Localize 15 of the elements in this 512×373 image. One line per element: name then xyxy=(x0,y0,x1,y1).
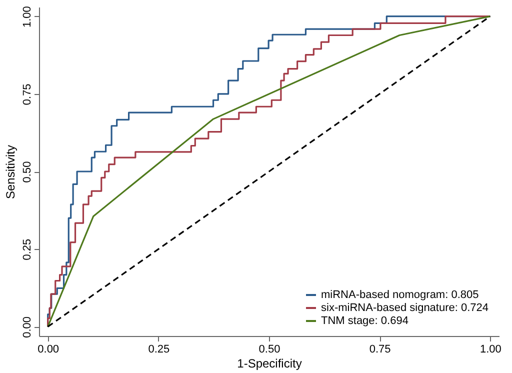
x-axis-title: 1-Specificity xyxy=(237,356,302,370)
x-tick-label: 0.75 xyxy=(369,344,391,356)
legend-label: miRNA-based nomogram: 0.805 xyxy=(321,289,479,301)
y-tick-label: 0.25 xyxy=(22,238,34,260)
legend-label: TNM stage: 0.694 xyxy=(321,315,408,327)
x-tick-label: 0.00 xyxy=(38,344,60,356)
y-axis-title: Sensitivity xyxy=(4,144,18,200)
y-tick-label: 0.00 xyxy=(22,316,34,338)
y-tick-label: 0.50 xyxy=(22,161,34,183)
x-tick-label: 0.50 xyxy=(258,344,280,356)
legend-label: six-miRNA-based signature: 0.724 xyxy=(321,302,489,314)
y-tick-label: 0.75 xyxy=(22,84,34,106)
x-tick-label: 1.00 xyxy=(480,344,502,356)
x-tick-label: 0.25 xyxy=(148,344,170,356)
y-tick-label: 1.00 xyxy=(22,6,34,28)
